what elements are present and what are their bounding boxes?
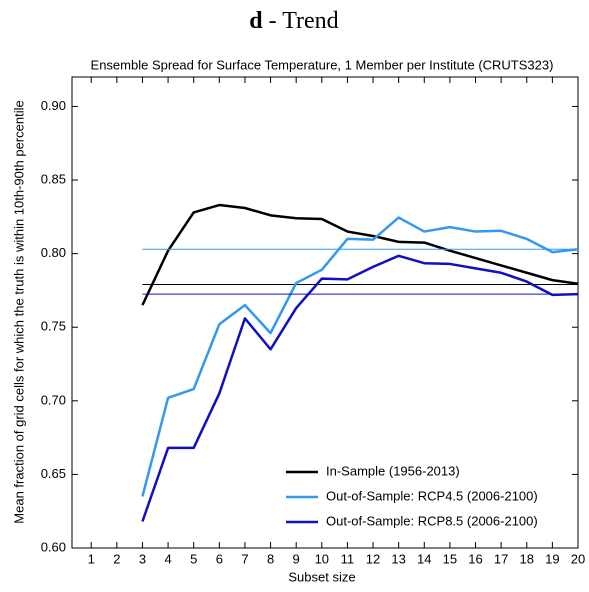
y-tick-label: 0.75 — [41, 319, 66, 334]
x-tick-label: 4 — [164, 551, 171, 566]
legend-label: In-Sample (1956-2013) — [326, 463, 460, 478]
x-tick-label: 7 — [241, 551, 248, 566]
x-tick-label: 10 — [315, 551, 329, 566]
plot-title: Ensemble Spread for Surface Temperature,… — [91, 57, 554, 72]
x-tick-label: 18 — [520, 551, 534, 566]
x-tick-label: 17 — [494, 551, 508, 566]
series-line — [141, 216, 579, 497]
legend-label: Out-of-Sample: RCP4.5 (2006-2100) — [326, 488, 538, 503]
y-tick-label: 0.70 — [41, 392, 66, 407]
x-tick-label: 6 — [216, 551, 223, 566]
y-tick-label: 0.65 — [41, 466, 66, 481]
x-tick-label: 8 — [267, 551, 274, 566]
x-tick-label: 13 — [391, 551, 405, 566]
x-tick-label: 9 — [293, 551, 300, 566]
series-line — [141, 254, 579, 522]
x-tick-label: 20 — [571, 551, 585, 566]
x-tick-label: 3 — [139, 551, 146, 566]
x-tick-label: 19 — [545, 551, 559, 566]
x-tick-label: 2 — [113, 551, 120, 566]
y-tick-label: 0.90 — [41, 98, 66, 113]
y-axis-label: Mean fraction of grid cells for which th… — [11, 100, 26, 523]
legend-box — [278, 458, 568, 538]
chart-title: d - Trend — [249, 8, 338, 34]
plot-frame — [71, 76, 579, 549]
x-tick-label: 14 — [417, 551, 431, 566]
panel-letter: d — [249, 8, 263, 34]
y-tick-label: 0.60 — [41, 539, 66, 554]
series-line — [141, 203, 579, 306]
x-tick-label: 11 — [341, 551, 355, 566]
x-axis-label: Subset size — [288, 569, 355, 584]
x-tick-label: 15 — [443, 551, 457, 566]
x-tick-label: 1 — [88, 551, 95, 566]
y-tick-label: 0.85 — [41, 171, 66, 186]
x-tick-label: 16 — [468, 551, 482, 566]
y-tick-label: 0.80 — [41, 245, 66, 260]
x-tick-label: 5 — [190, 551, 197, 566]
x-tick-label: 12 — [366, 551, 380, 566]
title-text: - Trend — [269, 8, 339, 34]
legend-label: Out-of-Sample: RCP8.5 (2006-2100) — [326, 513, 538, 528]
